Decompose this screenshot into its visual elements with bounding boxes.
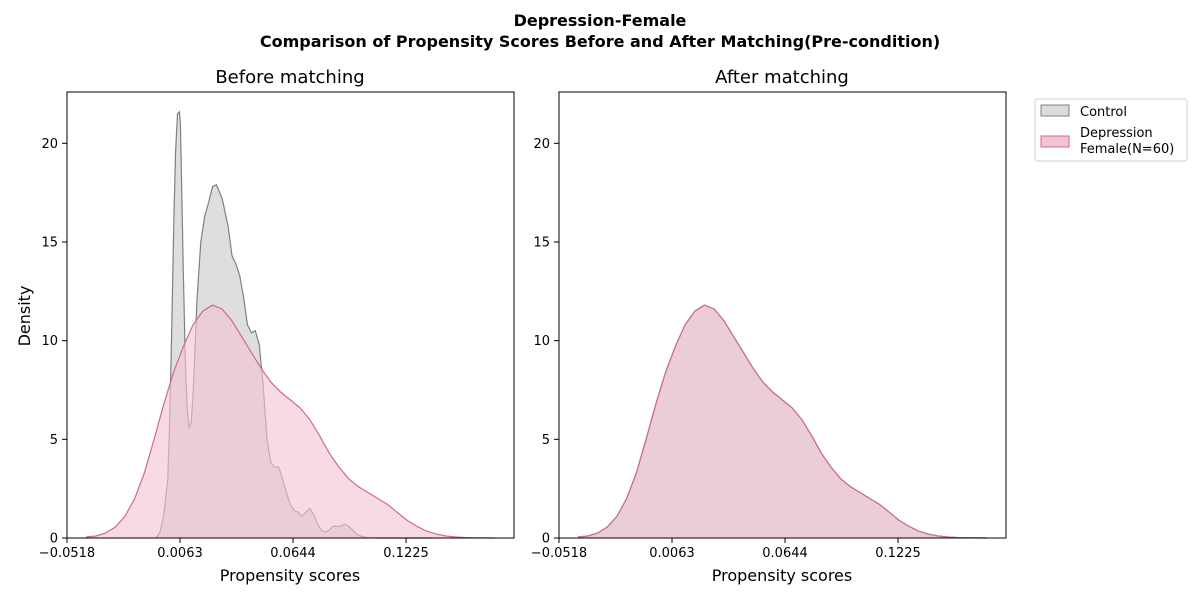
y-tick-label: 15 bbox=[41, 235, 58, 250]
y-tick-label: 5 bbox=[542, 433, 550, 448]
after-matching-panel: After matching −0.0518 0.0063 0.0644 0.1225… bbox=[531, 67, 1007, 585]
x-tick-label: 0.0644 bbox=[270, 546, 316, 561]
y-tick-label: 15 bbox=[533, 235, 550, 250]
y-tick-label: 20 bbox=[533, 137, 550, 152]
x-tick-label: 0.0063 bbox=[157, 546, 203, 561]
legend-label-depression-line1: Depression bbox=[1080, 126, 1153, 141]
before-matching-frame bbox=[66, 91, 515, 539]
x-tick-label: 0.0644 bbox=[762, 546, 808, 561]
after-matching-xlabel: Propensity scores bbox=[712, 566, 852, 585]
legend-frame bbox=[1034, 98, 1188, 162]
depression-density-area bbox=[578, 305, 987, 538]
legend-swatch-control bbox=[1040, 104, 1070, 117]
before-matching-series bbox=[86, 110, 495, 539]
depression-density-line bbox=[86, 304, 495, 539]
after-matching-ticks: −0.0518 0.0063 0.0644 0.1225 0 5 10 15 20 bbox=[531, 137, 921, 561]
y-tick-label: 5 bbox=[50, 433, 58, 448]
figure-title-line2: Comparison of Propensity Scores Before a… bbox=[260, 32, 940, 51]
y-tick-label: 10 bbox=[41, 334, 58, 349]
y-tick-label: 10 bbox=[533, 334, 550, 349]
x-tick-label: 0.1225 bbox=[875, 546, 921, 561]
legend-label-control: Control bbox=[1080, 105, 1127, 120]
before-matching-ticks: −0.0518 0.0063 0.0644 0.1225 0 5 10 15 20 bbox=[39, 137, 429, 561]
depression-density-line bbox=[578, 304, 987, 539]
before-matching-ylabel: Density bbox=[15, 286, 34, 347]
figure-title-line1: Depression-Female bbox=[514, 11, 687, 30]
legend: Control Depression Female(N=60) bbox=[1034, 98, 1188, 162]
legend-swatch-depression bbox=[1040, 135, 1070, 148]
after-matching-series bbox=[578, 304, 987, 539]
x-tick-label: −0.0518 bbox=[531, 546, 587, 561]
before-matching-title: Before matching bbox=[215, 67, 364, 88]
x-tick-label: 0.1225 bbox=[383, 546, 429, 561]
y-tick-label: 20 bbox=[41, 137, 58, 152]
x-tick-label: 0.0063 bbox=[649, 546, 695, 561]
before-matching-xlabel: Propensity scores bbox=[220, 566, 360, 585]
before-matching-panel: Before matching −0.0518 0.0063 0.0644 0.122… bbox=[15, 67, 515, 585]
after-matching-title: After matching bbox=[715, 67, 849, 88]
y-tick-label: 0 bbox=[542, 532, 550, 547]
depression-density-area bbox=[86, 305, 495, 538]
after-matching-frame bbox=[558, 91, 1007, 539]
y-tick-label: 0 bbox=[50, 532, 58, 547]
legend-label-depression-line2: Female(N=60) bbox=[1080, 142, 1174, 157]
x-tick-label: −0.0518 bbox=[39, 546, 95, 561]
